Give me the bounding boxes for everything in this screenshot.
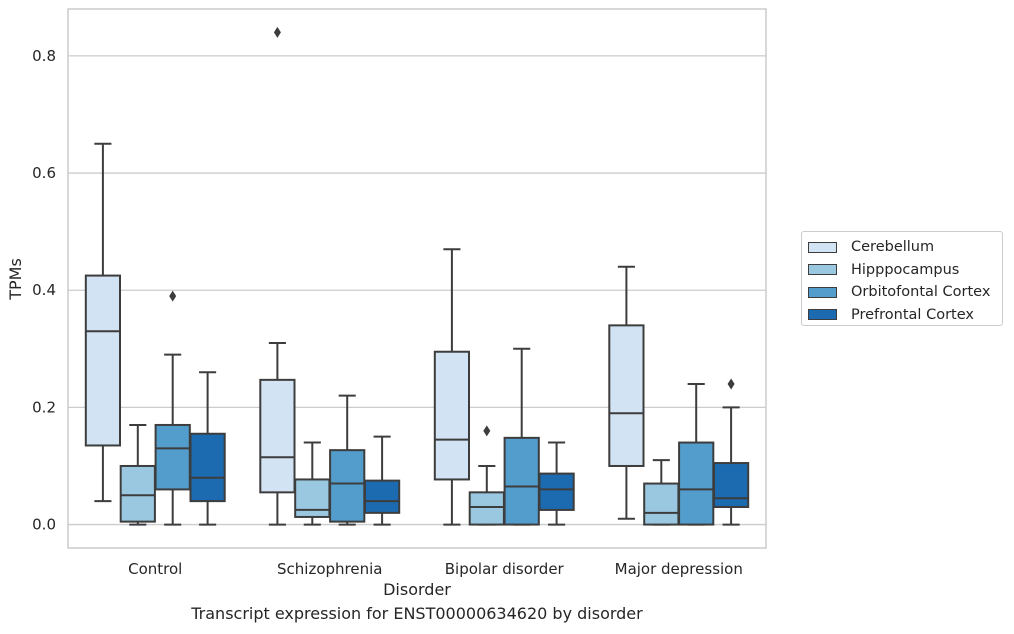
y-tick-label: 0.4 [32,281,56,299]
legend-swatch [808,286,837,298]
iqr-box [294,478,331,518]
box-prefrontal-cortex [363,435,401,526]
legend-label: Hipppocampus [851,261,960,278]
y-tick-label: 0.2 [32,398,56,416]
y-tick-label: 0.0 [32,516,56,534]
legend-item: Prefrontal Cortex [808,304,1002,327]
box-orbitofontal-cortex [329,394,366,526]
legend-swatch [808,309,837,321]
box-hipppocampus [119,423,156,526]
legend-swatch [808,264,837,276]
iqr-box [189,432,226,503]
iqr-box [678,441,715,526]
iqr-box [468,491,505,526]
x-tick-label: Major depression [615,560,743,578]
box-orbitofontal-cortex [503,347,540,526]
iqr-box [433,350,471,481]
box-hipppocampus [294,441,331,526]
x-tick-label: Control [128,560,182,578]
outlier-point [273,26,281,38]
iqr-box [84,274,122,447]
box-cerebellum [608,265,645,520]
iqr-box [712,462,750,508]
legend-item: Orbitofontal Cortex [808,281,1002,304]
iqr-box [329,449,366,523]
x-tick-label: Schizophrenia [277,560,382,578]
iqr-box [363,479,401,514]
iqr-box [608,324,645,467]
box-prefrontal-cortex [538,441,575,526]
x-tick-label: Bipolar disorder [445,560,565,578]
iqr-box [259,378,296,494]
legend: Cerebellum Hipppocampus Orbitofontal Corte… [801,231,1003,326]
x-tick-labels: Control Schizophrenia Bipolar disorder Majo… [128,560,743,578]
iqr-box [643,482,680,526]
x-axis-title: Disorder [383,580,451,599]
iqr-box [538,472,575,511]
box-prefrontal-cortex [189,371,226,526]
iqr-box [119,464,156,523]
chart-caption: Transcript expression for ENST0000063462… [191,604,643,623]
outlier-point [483,425,491,437]
box-orbitofontal-cortex [154,290,191,526]
legend-swatch [808,241,837,253]
box-prefrontal-cortex [712,378,750,526]
plot-frame [67,8,767,549]
box-hipppocampus [643,459,680,526]
box-cerebellum [433,248,471,526]
legend-label: Cerebellum [851,239,935,256]
iqr-box [154,423,191,491]
y-tick-label: 0.8 [32,47,56,65]
boxes [84,26,750,526]
legend-item: Hipppocampus [808,259,1002,282]
legend-label: Prefrontal Cortex [851,306,974,323]
legend-label: Orbitofontal Cortex [851,284,991,301]
legend-item: Cerebellum [808,236,1002,259]
y-tick-labels: 0.0 0.2 0.4 0.6 0.8 [32,47,56,534]
box-hipppocampus [468,425,505,526]
outlier-point [169,290,177,302]
box-orbitofontal-cortex [678,382,715,526]
box-cerebellum [259,26,296,526]
outlier-point [727,378,735,390]
iqr-box [503,436,540,526]
box-cerebellum [84,142,122,503]
y-axis-title: TPMs [6,258,25,301]
y-tick-label: 0.6 [32,164,56,182]
